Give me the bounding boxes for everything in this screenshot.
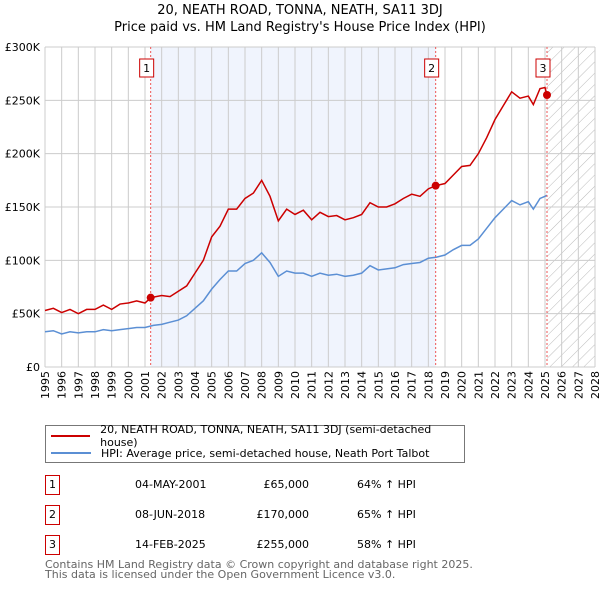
transaction-row: 1 04-MAY-2001 £65,000 64% ↑ HPI	[45, 475, 545, 495]
x-tick-label: 2002	[156, 371, 169, 399]
chart-subtitle: Price paid vs. HM Land Registry's House …	[114, 20, 486, 35]
x-tick-label: 2020	[456, 371, 469, 399]
y-tick-label: £0	[26, 361, 40, 374]
y-tick-label: £100K	[5, 254, 41, 267]
legend: 20, NEATH ROAD, TONNA, NEATH, SA11 3DJ (…	[45, 423, 465, 463]
x-tick-label: 2019	[439, 371, 452, 399]
price-chart: 1 2 3 1995 1996 1997 1998 1999 2000 2001 2002 2003 2…	[5, 41, 600, 399]
x-tick-label: 2008	[256, 371, 269, 399]
blue-line-swatch	[51, 452, 91, 454]
marker-label: 2	[428, 62, 435, 75]
x-tick-label: 2016	[389, 371, 402, 399]
x-tick-label: 2024	[522, 371, 535, 399]
marker-label-box	[424, 58, 440, 78]
x-tick-label: 2027	[572, 371, 585, 399]
x-tick-label: 2026	[556, 371, 569, 399]
y-tick-label: £200K	[5, 148, 41, 161]
y-tick-label: £150K	[5, 201, 41, 214]
x-tick-label: 2007	[239, 371, 252, 399]
legend-label: 20, NEATH ROAD, TONNA, NEATH, SA11 3DJ (…	[100, 423, 432, 449]
transaction-price: £65,000	[263, 478, 310, 491]
transaction-price: £255,000	[256, 538, 310, 551]
x-tick-label: 2013	[339, 371, 352, 399]
x-tick-label: 2010	[289, 371, 302, 399]
y-tick-label: £250K	[5, 94, 41, 107]
y-tick-label: £50K	[12, 308, 41, 321]
x-tick-label: 2011	[306, 371, 319, 399]
sale-point	[146, 293, 155, 302]
transaction-hpi: 65% ↑ HPI	[357, 508, 416, 521]
hpi-line	[44, 194, 548, 335]
x-tick-label: 2022	[489, 371, 502, 399]
red-line-swatch	[51, 435, 91, 437]
marker-badge: 3	[45, 535, 60, 555]
chart-title: 20, NEATH ROAD, TONNA, NEATH, SA11 3DJ	[157, 3, 443, 18]
x-tick-label: 1996	[56, 371, 69, 399]
transaction-row: 3 14-FEB-2025 £255,000 58% ↑ HPI	[45, 535, 545, 555]
x-tick-label: 2015	[372, 371, 385, 399]
legend-item-property: 20, NEATH ROAD, TONNA, NEATH, SA11 3DJ (…	[51, 423, 464, 449]
x-tick-label: 2014	[356, 371, 369, 399]
x-tick-label: 1997	[72, 371, 85, 399]
x-tick-label: 2023	[506, 371, 519, 399]
footer-line: Contains HM Land Registry data © Crown c…	[45, 558, 473, 571]
x-tick-label: 2028	[589, 371, 600, 399]
marker-label-box	[535, 58, 551, 78]
transaction-date: 14-FEB-2025	[135, 538, 206, 551]
footer: Contains HM Land Registry data © Crown c…	[45, 558, 473, 581]
transaction-date: 04-MAY-2001	[135, 478, 207, 491]
x-tick-label: 2006	[222, 371, 235, 399]
property-price-line	[44, 86, 548, 315]
y-tick-label: £300K	[5, 41, 41, 54]
x-tick-label: 2017	[406, 371, 419, 399]
transaction-hpi: 58% ↑ HPI	[357, 538, 416, 551]
x-tick-label: 2005	[206, 371, 219, 399]
x-tick-label: 2009	[272, 371, 285, 399]
marker-badge: 1	[45, 475, 60, 495]
marker-badge: 2	[45, 505, 60, 525]
x-tick-label: 2025	[539, 371, 552, 399]
x-tick-label: 2004	[189, 371, 202, 399]
marker-label: 1	[143, 62, 150, 75]
legend-label: HPI: Average price, semi-detached house,…	[101, 446, 430, 460]
x-tick-label: 2012	[322, 371, 335, 399]
x-tick-label: 2001	[139, 371, 152, 399]
sale-point	[543, 91, 551, 99]
footer-line: This data is licensed under the Open Gov…	[45, 568, 396, 581]
x-tick-label: 2000	[122, 371, 135, 399]
legend-item-hpi: HPI: Average price, semi-detached house,…	[51, 445, 429, 461]
x-tick-label: 2021	[472, 371, 485, 399]
x-tick-label: 1998	[89, 371, 102, 399]
transaction-date: 08-JUN-2018	[135, 508, 206, 521]
x-tick-label: 1999	[106, 371, 119, 399]
transaction-price: £170,000	[256, 508, 310, 521]
marker-label: 3	[540, 62, 547, 75]
marker-label-box	[139, 58, 155, 78]
x-tick-label: 1995	[39, 371, 52, 399]
sale-point	[431, 181, 440, 190]
x-tick-label: 2003	[172, 371, 185, 399]
transaction-hpi: 64% ↑ HPI	[357, 478, 416, 491]
transaction-row: 2 08-JUN-2018 £170,000 65% ↑ HPI	[45, 505, 545, 525]
x-tick-label: 2018	[422, 371, 435, 399]
